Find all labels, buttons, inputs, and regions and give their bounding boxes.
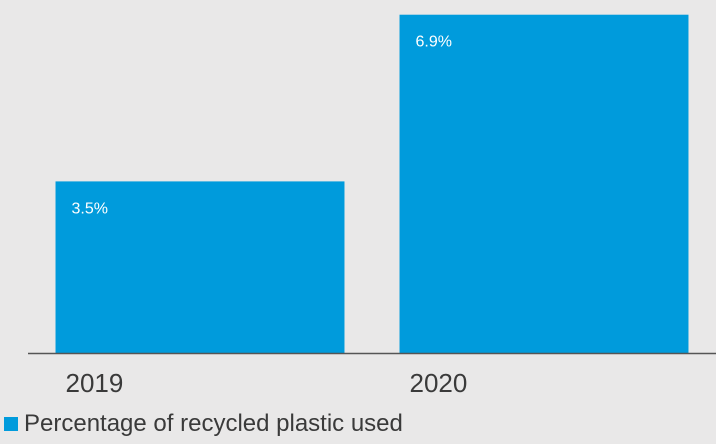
legend-swatch	[4, 417, 18, 431]
bar-2019	[55, 181, 345, 353]
x-tick-label-2019: 2019	[66, 368, 124, 398]
bar-2020	[399, 14, 689, 353]
legend-label: Percentage of recycled plastic used	[24, 410, 403, 437]
data-label-2020: 6.9%	[416, 34, 452, 51]
data-label-2019: 3.5%	[72, 200, 108, 217]
x-tick-label-2020: 2020	[410, 368, 468, 398]
legend: Percentage of recycled plastic used	[4, 408, 403, 440]
